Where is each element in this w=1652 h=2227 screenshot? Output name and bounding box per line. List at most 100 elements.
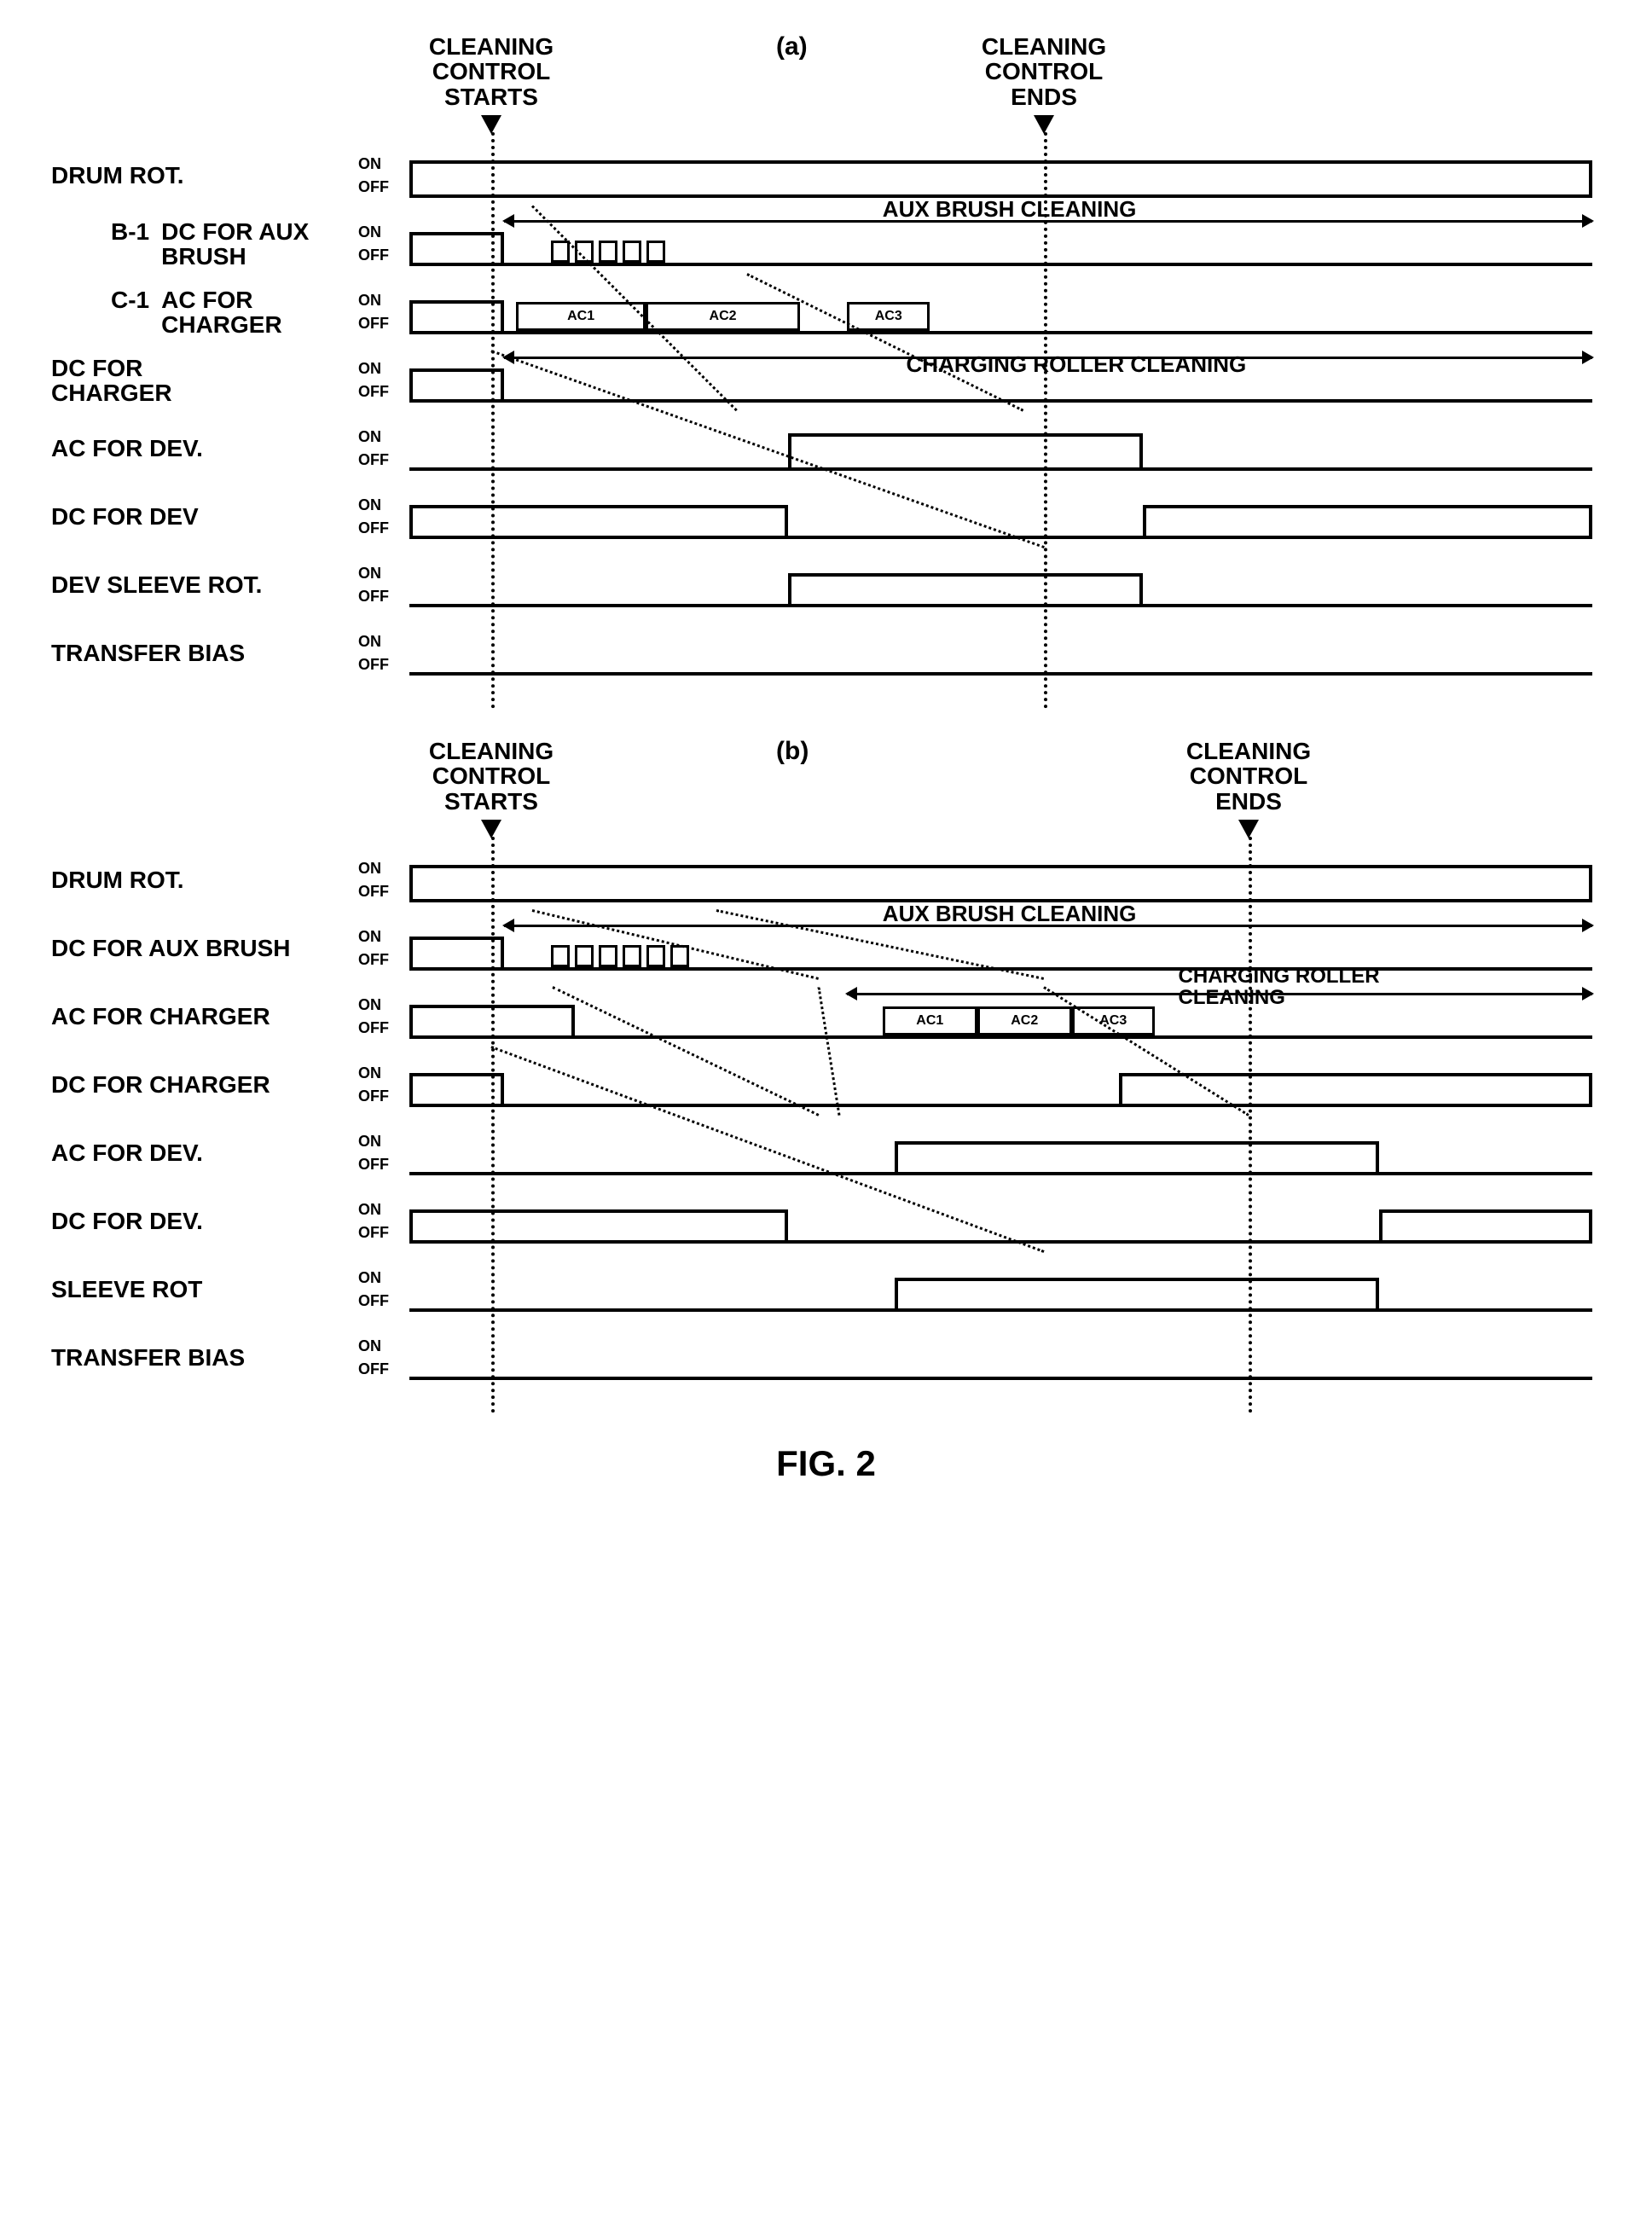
on-off-label: ONOFF — [358, 994, 409, 1040]
signal-label: DC FOR DEV — [26, 504, 358, 529]
annotation-text: AUX BRUSH CLEANING — [883, 196, 1137, 223]
signal-row: AC FOR DEV.ONOFF — [26, 1119, 1626, 1187]
signal-row: DC FOR AUX BRUSHONOFFAUX BRUSH CLEANING — [26, 914, 1626, 983]
pulse — [1379, 1209, 1592, 1244]
end-vline — [1249, 837, 1252, 1413]
signal-row: TRANSFER BIASONOFF — [26, 1324, 1626, 1392]
signal-row: DRUM ROT.ONOFF — [26, 142, 1626, 210]
signal-label: DC FOR CHARGER — [26, 1072, 358, 1097]
signal-track — [409, 1128, 1592, 1179]
signal-track: AC1AC2AC3CHARGING ROLLER CLEANING — [409, 991, 1592, 1042]
annotation-text: CHARGING ROLLER CLEANING — [907, 351, 1247, 378]
start-marker-icon — [481, 820, 501, 838]
signal-row: DC FOR CHARGERONOFF CHARGING ROLLER CLEAN… — [26, 346, 1626, 415]
baseline — [409, 1377, 1592, 1380]
on-off-label: ONOFF — [358, 1198, 409, 1244]
signal-track — [409, 1264, 1592, 1315]
signal-track — [409, 491, 1592, 542]
signal-label: SLEEVE ROT — [26, 1277, 358, 1302]
signal-track: AC1AC2AC3 — [409, 287, 1592, 338]
signal-label: DRUM ROT. — [26, 163, 358, 188]
signal-track — [409, 1196, 1592, 1247]
on-off-label: ONOFF — [358, 494, 409, 540]
signal-track — [409, 560, 1592, 611]
ac-segment: AC3 — [847, 302, 930, 331]
timing-chart-a: (a) CLEANING CONTROL STARTS CLEANING CONT… — [26, 34, 1626, 687]
pulse — [895, 1141, 1380, 1175]
on-off-label: ONOFF — [358, 562, 409, 608]
on-off-label: ONOFF — [358, 289, 409, 335]
signal-row: DRUM ROT.ONOFF — [26, 846, 1626, 914]
pulse — [409, 865, 1592, 902]
signal-label: AC FOR DEV. — [26, 1140, 358, 1165]
signal-label: TRANSFER BIAS — [26, 641, 358, 665]
signal-row: AC FOR DEV.ONOFF — [26, 415, 1626, 483]
signal-label: AC FOR DEV. — [26, 436, 358, 461]
on-off-label: ONOFF — [358, 153, 409, 199]
pulse — [409, 1073, 504, 1107]
baseline — [409, 672, 1592, 676]
signal-label: TRANSFER BIAS — [26, 1345, 358, 1370]
ac-segment: AC2 — [977, 1006, 1072, 1035]
pulse — [409, 937, 504, 971]
start-marker-label: CLEANING CONTROL STARTS — [397, 739, 585, 814]
pulse — [409, 1209, 788, 1244]
on-off-label: ONOFF — [358, 426, 409, 472]
ac-segment: AC2 — [646, 302, 799, 331]
pulse — [409, 505, 788, 539]
signal-track — [409, 855, 1592, 906]
pulse — [409, 368, 504, 403]
signal-track — [409, 1059, 1592, 1111]
on-off-label: ONOFF — [358, 1062, 409, 1108]
end-marker-icon — [1034, 115, 1054, 134]
annotation-text: CHARGING ROLLER CLEANING — [1179, 966, 1380, 1008]
signal-label: C-1AC FOR CHARGER — [26, 287, 358, 338]
baseline — [409, 331, 1592, 334]
start-vline — [491, 837, 495, 1413]
signal-label: AC FOR CHARGER — [26, 1004, 358, 1029]
signal-row: B-1DC FOR AUX BRUSHONOFFAUX BRUSH CLEANI… — [26, 210, 1626, 278]
sub-label-b: (b) — [776, 737, 809, 766]
end-vline — [1044, 132, 1047, 709]
sub-label-a: (a) — [776, 32, 808, 61]
signal-track — [409, 1332, 1592, 1383]
figure-label: FIG. 2 — [26, 1443, 1626, 1484]
on-off-label: ONOFF — [358, 857, 409, 903]
signal-row: DEV SLEEVE ROT.ONOFF — [26, 551, 1626, 619]
on-off-label: ONOFF — [358, 357, 409, 403]
signal-track — [409, 423, 1592, 474]
signal-track — [409, 150, 1592, 201]
start-vline — [491, 132, 495, 709]
start-marker-icon — [481, 115, 501, 134]
pulse — [1143, 505, 1592, 539]
end-marker-label: CLEANING CONTROL ENDS — [1155, 739, 1342, 814]
square-pulses — [551, 945, 689, 967]
on-off-label: ONOFF — [358, 1335, 409, 1381]
on-off-label: ONOFF — [358, 221, 409, 267]
signal-label: DEV SLEEVE ROT. — [26, 572, 358, 597]
pulse — [409, 300, 504, 334]
start-marker-label: CLEANING CONTROL STARTS — [397, 34, 585, 109]
signal-track — [409, 628, 1592, 679]
pulse — [895, 1278, 1380, 1312]
signal-row: TRANSFER BIASONOFF — [26, 619, 1626, 687]
signal-row: SLEEVE ROTONOFF — [26, 1256, 1626, 1324]
annotation-text: AUX BRUSH CLEANING — [883, 901, 1137, 927]
on-off-label: ONOFF — [358, 1130, 409, 1176]
signal-row: DC FOR DEV.ONOFF — [26, 1187, 1626, 1256]
signal-label: DC FOR CHARGER — [26, 356, 358, 406]
pulse — [409, 160, 1592, 198]
pulse — [788, 433, 1143, 471]
end-marker-icon — [1238, 820, 1259, 838]
signal-label: DC FOR AUX BRUSH — [26, 936, 358, 960]
on-off-label: ONOFF — [358, 925, 409, 971]
pulse — [409, 232, 504, 266]
ac-segment: AC1 — [883, 1006, 977, 1035]
pulse — [788, 573, 1143, 607]
signal-label: DRUM ROT. — [26, 867, 358, 892]
end-marker-label: CLEANING CONTROL ENDS — [950, 34, 1138, 109]
signal-row: DC FOR DEVONOFF — [26, 483, 1626, 551]
marker-row-a: (a) CLEANING CONTROL STARTS CLEANING CONT… — [26, 34, 1626, 136]
marker-row-b: (b) CLEANING CONTROL STARTS CLEANING CONT… — [26, 739, 1626, 841]
timing-chart-b: (b) CLEANING CONTROL STARTS CLEANING CONT… — [26, 739, 1626, 1392]
